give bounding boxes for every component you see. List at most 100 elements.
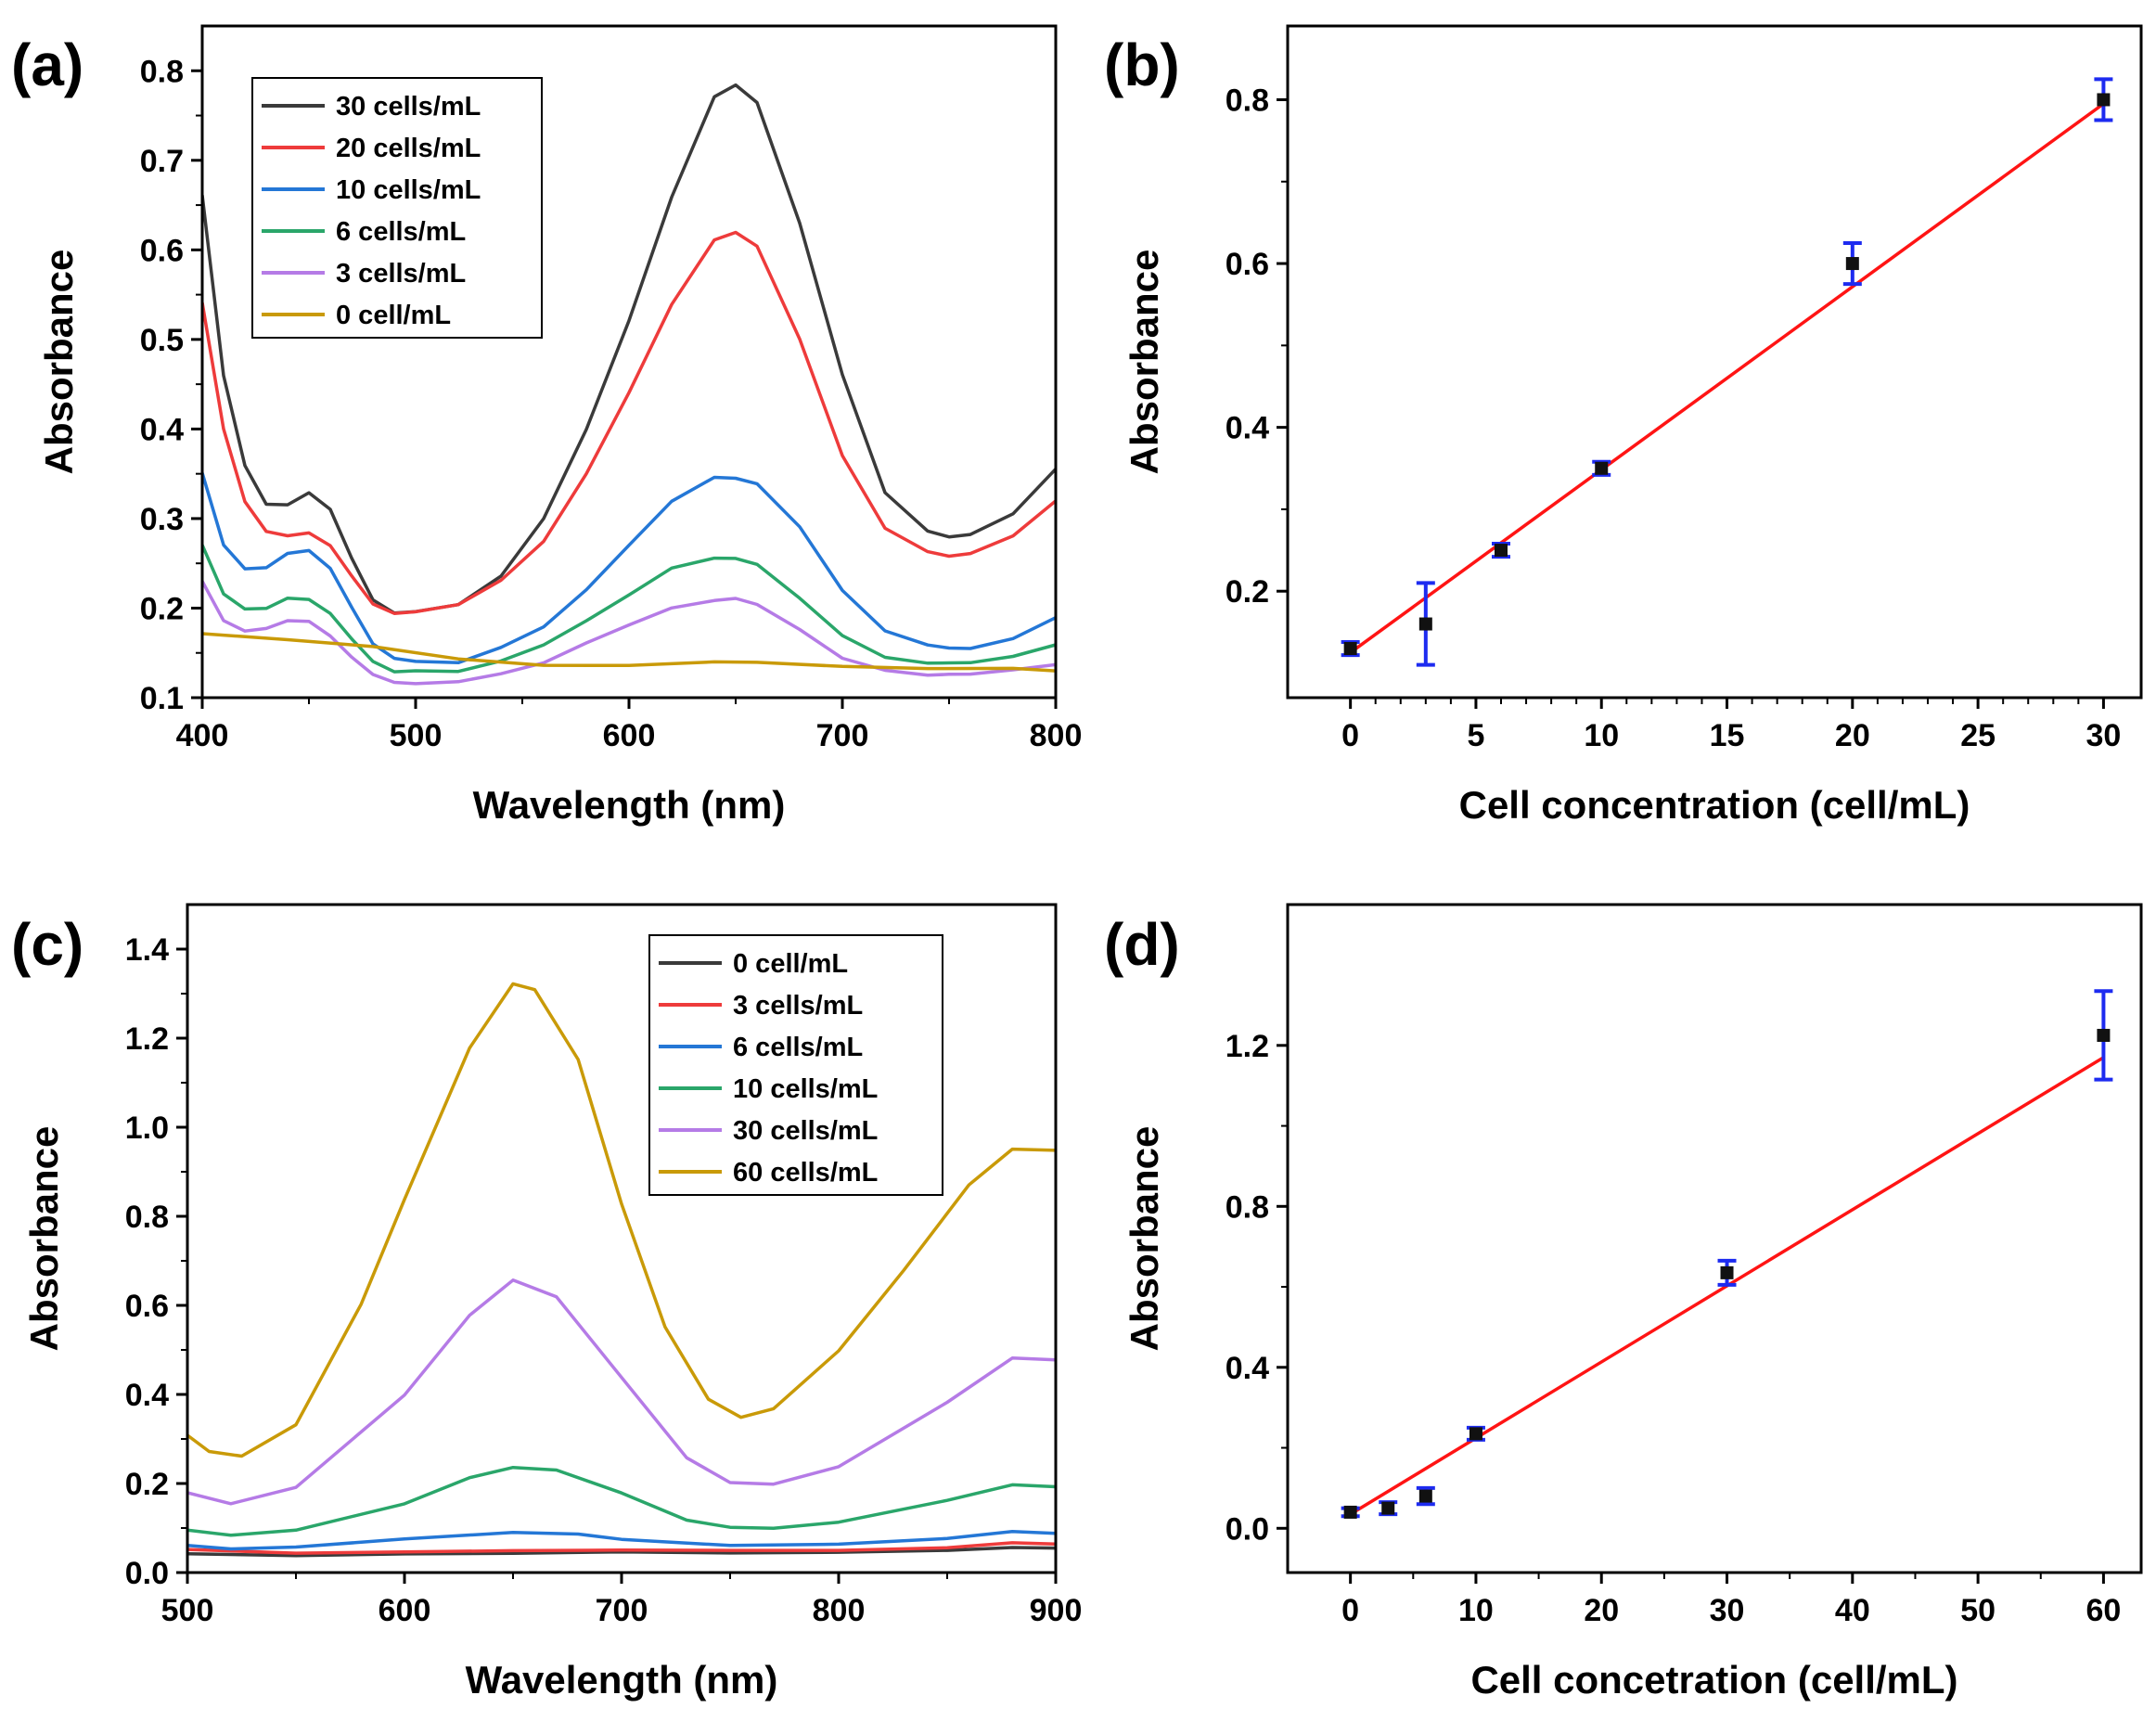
series-line-0-cell-ml [187,1546,1056,1558]
legend-box [251,77,543,339]
plot-area [187,982,1056,1558]
y-tick-label: 0.2 [125,1467,169,1502]
data-point-group [1592,459,1611,477]
legend-item: 30 cells/mL [659,1116,878,1146]
data-point [1469,1427,1482,1441]
legend-label: 10 cells/mL [336,175,481,205]
data-point-group [2094,77,2113,122]
data-point-group [2094,989,2113,1082]
y-tick-label: 1.4 [125,932,169,968]
data-point-group [1341,639,1360,658]
y-tick-label: 0.1 [140,681,184,716]
x-tick-label: 10 [1458,1593,1494,1628]
y-tick-label: 0.4 [140,412,184,447]
y-tick-label: 0.8 [125,1200,169,1235]
data-point-group [1379,1500,1398,1517]
fit-line [1349,102,2105,654]
data-point-group [1717,1258,1737,1287]
x-tick-label: 400 [176,718,229,753]
data-point [2097,1028,2111,1042]
panel-label: (a) [11,32,83,98]
y-tick-label: 0.5 [140,323,184,358]
x-tick-label: 40 [1835,1593,1870,1628]
x-tick-label: 25 [1960,718,1996,753]
legend-label: 10 cells/mL [733,1074,878,1104]
legend-item: 10 cells/mL [262,175,481,205]
y-tick-label: 0.4 [125,1378,169,1413]
x-tick-label: 20 [1584,1593,1619,1628]
y-axis-label: Absorbance [37,250,81,475]
y-tick-label: 0.2 [1226,574,1269,610]
legend-item: 0 cell/mL [659,949,848,979]
y-tick-label: 0.8 [140,54,184,89]
legend-label: 6 cells/mL [336,217,466,247]
data-point [1845,257,1859,271]
legend-item: 0 cell/mL [262,301,451,330]
x-tick-label: 800 [1030,718,1083,753]
series-line-3-cells-ml [202,580,1056,686]
series-line-30-cells-ml [202,83,1056,615]
y-tick-label: 1.0 [125,1111,169,1146]
x-tick-label: 30 [2085,718,2121,753]
data-point [1418,1489,1432,1503]
plot-area [202,83,1056,686]
data-point-group [1416,1485,1435,1507]
y-axis-label: Absorbance [1123,1126,1166,1352]
x-tick-label: 900 [1030,1593,1083,1628]
x-tick-label: 500 [161,1593,214,1628]
x-axis-label: Wavelength (nm) [466,1658,778,1702]
x-tick-label: 15 [1710,718,1745,753]
x-tick-label: 30 [1710,1593,1745,1628]
x-axis-label: Wavelength (nm) [473,783,786,827]
axes-frame [1286,24,2143,700]
x-tick-label: 800 [813,1593,866,1628]
axes-frame [1286,903,2143,1574]
series-line-6-cells-ml [187,1529,1056,1551]
data-point [1343,1505,1357,1519]
axis-ticks: 0 10 20 30 40 50 60 0.0 0.4 0.8 1.2 [1226,1029,2122,1628]
data-point [1381,1501,1395,1515]
data-point [2097,93,2111,107]
y-tick-label: 0.0 [125,1556,169,1591]
series-line-6-cells-ml [202,544,1056,674]
y-tick-label: 0.2 [140,591,184,626]
legend: 0 cell/mL 3 cells/mL 6 cells/mL 10 cells/mL… [648,934,943,1196]
y-tick-label: 1.2 [1226,1029,1269,1064]
legend-item: 20 cells/mL [262,134,481,163]
panel-d: (d) 0 10 20 30 40 50 60 0.0 0.4 0.8 1.2 Cell concetr… [1104,903,2143,1702]
axis-ticks: 0 5 10 15 20 25 30 0.2 0.4 0.6 0.8 [1226,83,2122,753]
panel-label: (b) [1104,32,1180,98]
x-tick-label: 10 [1584,718,1619,753]
series-line-20-cells-ml [202,230,1056,615]
legend-box [648,934,943,1196]
axes-frame [186,903,1058,1574]
plot-area [1341,77,2113,667]
panel-b: (b) 0 5 10 15 20 25 30 0.2 0.4 0.6 0.8 Cell concentr… [1104,24,2143,827]
x-tick-label: 0 [1341,718,1359,753]
y-axis-label: Absorbance [1123,250,1166,475]
y-tick-label: 0.7 [140,144,184,179]
x-tick-label: 700 [596,1593,648,1628]
legend-label: 6 cells/mL [733,1033,863,1062]
data-point-group [1492,542,1510,559]
panel-label: (d) [1104,911,1180,978]
x-tick-label: 700 [816,718,869,753]
axis-ticks: 400 500 600 700 800 0.1 0.2 0.3 0.4 0.5 0.6 0.7 0.8 [140,54,1083,753]
legend-item: 3 cells/mL [659,991,863,1021]
y-tick-label: 1.2 [125,1021,169,1057]
x-tick-label: 50 [1960,1593,1996,1628]
x-tick-label: 500 [390,718,443,753]
series-line-3-cells-ml [187,1541,1056,1555]
data-point-group [1341,1505,1360,1519]
legend-label: 30 cells/mL [733,1116,878,1146]
legend-item: 60 cells/mL [659,1158,878,1188]
legend-label: 0 cell/mL [733,949,848,979]
series-line-60-cells-ml [187,982,1056,1458]
plot-area [1341,989,2113,1519]
legend-item: 10 cells/mL [659,1074,878,1104]
legend-label: 0 cell/mL [336,301,451,330]
legend-label: 60 cells/mL [733,1158,878,1188]
x-tick-label: 20 [1835,718,1870,753]
data-point [1418,617,1432,631]
